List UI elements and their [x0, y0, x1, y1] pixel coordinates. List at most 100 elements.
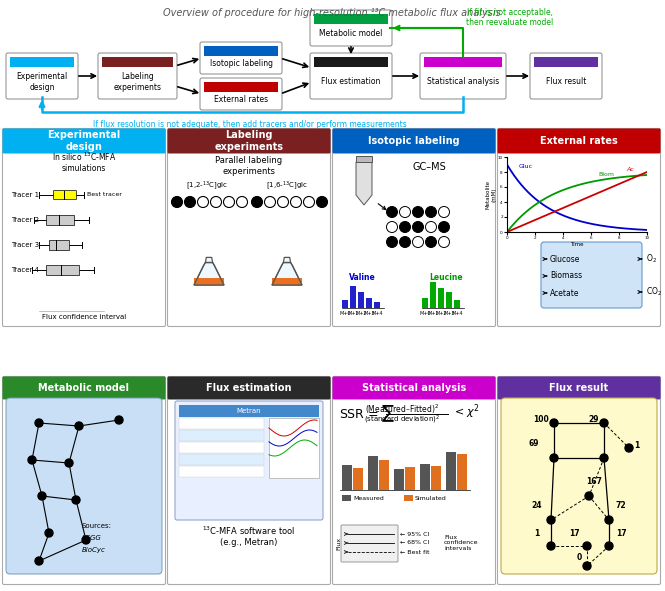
Circle shape — [317, 196, 327, 207]
Circle shape — [400, 236, 410, 248]
Circle shape — [28, 456, 36, 464]
FancyBboxPatch shape — [3, 128, 166, 326]
Text: M+3: M+3 — [363, 311, 375, 316]
Text: Valine: Valine — [348, 274, 375, 282]
FancyBboxPatch shape — [497, 128, 660, 326]
Bar — [368, 456, 378, 490]
Text: GC–MS: GC–MS — [412, 162, 446, 172]
Text: Flux estimation: Flux estimation — [206, 383, 292, 393]
Text: KEGG: KEGG — [82, 535, 102, 541]
Text: Ac: Ac — [626, 167, 634, 171]
Polygon shape — [272, 262, 302, 285]
Bar — [379, 460, 389, 490]
Circle shape — [438, 236, 450, 248]
Text: $^{13}$C-MFA software tool
(e.g., Metran): $^{13}$C-MFA software tool (e.g., Metran… — [202, 525, 295, 547]
FancyBboxPatch shape — [175, 401, 323, 520]
Text: 72: 72 — [616, 502, 626, 511]
Text: 29: 29 — [589, 415, 599, 424]
Circle shape — [386, 206, 398, 217]
Text: M+2: M+2 — [436, 311, 447, 316]
Text: Isotopic labeling: Isotopic labeling — [368, 136, 460, 146]
FancyBboxPatch shape — [168, 376, 331, 584]
Text: Overview of procedure for high-resolution ¹³C metabolic flux analysis: Overview of procedure for high-resolutio… — [163, 8, 501, 18]
Circle shape — [35, 419, 43, 427]
Bar — [366, 298, 372, 308]
Polygon shape — [272, 278, 302, 285]
FancyBboxPatch shape — [332, 376, 495, 400]
Bar — [431, 466, 441, 490]
Circle shape — [223, 196, 235, 207]
Circle shape — [600, 454, 608, 462]
Text: In silico $^{13}$C-MFA
simulations: In silico $^{13}$C-MFA simulations — [52, 151, 116, 173]
Text: Metabolic model: Metabolic model — [39, 383, 130, 393]
Circle shape — [438, 206, 450, 217]
Text: M+0: M+0 — [419, 311, 431, 316]
Circle shape — [547, 516, 555, 524]
Text: Statistical analysis: Statistical analysis — [362, 383, 466, 393]
Text: Leucine: Leucine — [429, 274, 463, 282]
Circle shape — [605, 516, 613, 524]
Circle shape — [82, 536, 90, 544]
Bar — [179, 405, 319, 417]
Text: Biomass: Biomass — [550, 271, 582, 281]
Text: 17: 17 — [569, 528, 579, 537]
Circle shape — [72, 496, 80, 504]
Text: External rates: External rates — [540, 136, 618, 146]
Bar — [314, 57, 388, 67]
Text: Biom: Biom — [598, 172, 614, 177]
Text: Tracer 1: Tracer 1 — [11, 192, 39, 198]
Text: Sources:: Sources: — [82, 523, 112, 529]
Bar — [179, 466, 264, 477]
FancyBboxPatch shape — [310, 10, 392, 46]
Bar — [46, 265, 79, 275]
Text: Metran: Metran — [237, 408, 261, 414]
Text: SSR = $\sum$: SSR = $\sum$ — [339, 404, 396, 424]
Bar — [179, 454, 264, 465]
Text: Flux estimation: Flux estimation — [321, 77, 380, 86]
Bar — [102, 57, 173, 67]
Bar — [353, 468, 363, 490]
FancyBboxPatch shape — [501, 398, 657, 574]
Bar — [446, 452, 456, 490]
Bar — [269, 418, 319, 478]
Text: ← 95% CI: ← 95% CI — [400, 531, 430, 537]
Text: Metabolic model: Metabolic model — [319, 30, 382, 38]
Circle shape — [547, 542, 555, 550]
FancyBboxPatch shape — [168, 128, 331, 326]
Bar — [46, 215, 74, 225]
Circle shape — [550, 419, 558, 427]
Circle shape — [291, 196, 301, 207]
Circle shape — [550, 454, 558, 462]
Text: M+3: M+3 — [444, 311, 455, 316]
Text: External rates: External rates — [214, 96, 268, 105]
Bar — [179, 430, 264, 441]
Circle shape — [400, 222, 410, 232]
Circle shape — [265, 196, 275, 207]
FancyBboxPatch shape — [497, 376, 660, 400]
FancyBboxPatch shape — [3, 376, 166, 400]
Text: BioCyc: BioCyc — [82, 547, 106, 553]
Bar — [394, 469, 404, 490]
Bar — [454, 300, 460, 308]
Bar — [314, 14, 388, 24]
FancyBboxPatch shape — [168, 376, 331, 400]
Bar — [179, 418, 264, 429]
Text: < $\chi^2$: < $\chi^2$ — [454, 402, 480, 421]
Polygon shape — [205, 258, 213, 262]
Text: M+4: M+4 — [371, 311, 383, 316]
Text: 1: 1 — [535, 528, 539, 537]
Text: Statistical analysis: Statistical analysis — [427, 77, 499, 86]
Bar — [350, 286, 356, 308]
Circle shape — [412, 236, 424, 248]
X-axis label: Time: Time — [571, 242, 584, 246]
Circle shape — [605, 542, 613, 550]
Circle shape — [583, 562, 591, 570]
Text: Tracer 3: Tracer 3 — [11, 242, 39, 248]
Text: M+0: M+0 — [339, 311, 350, 316]
FancyBboxPatch shape — [310, 53, 392, 99]
Text: (Measured–Fitted)$^2$: (Measured–Fitted)$^2$ — [365, 402, 439, 415]
Text: Measured: Measured — [353, 495, 384, 501]
FancyBboxPatch shape — [98, 53, 177, 99]
Polygon shape — [194, 278, 224, 285]
Bar — [204, 82, 278, 92]
